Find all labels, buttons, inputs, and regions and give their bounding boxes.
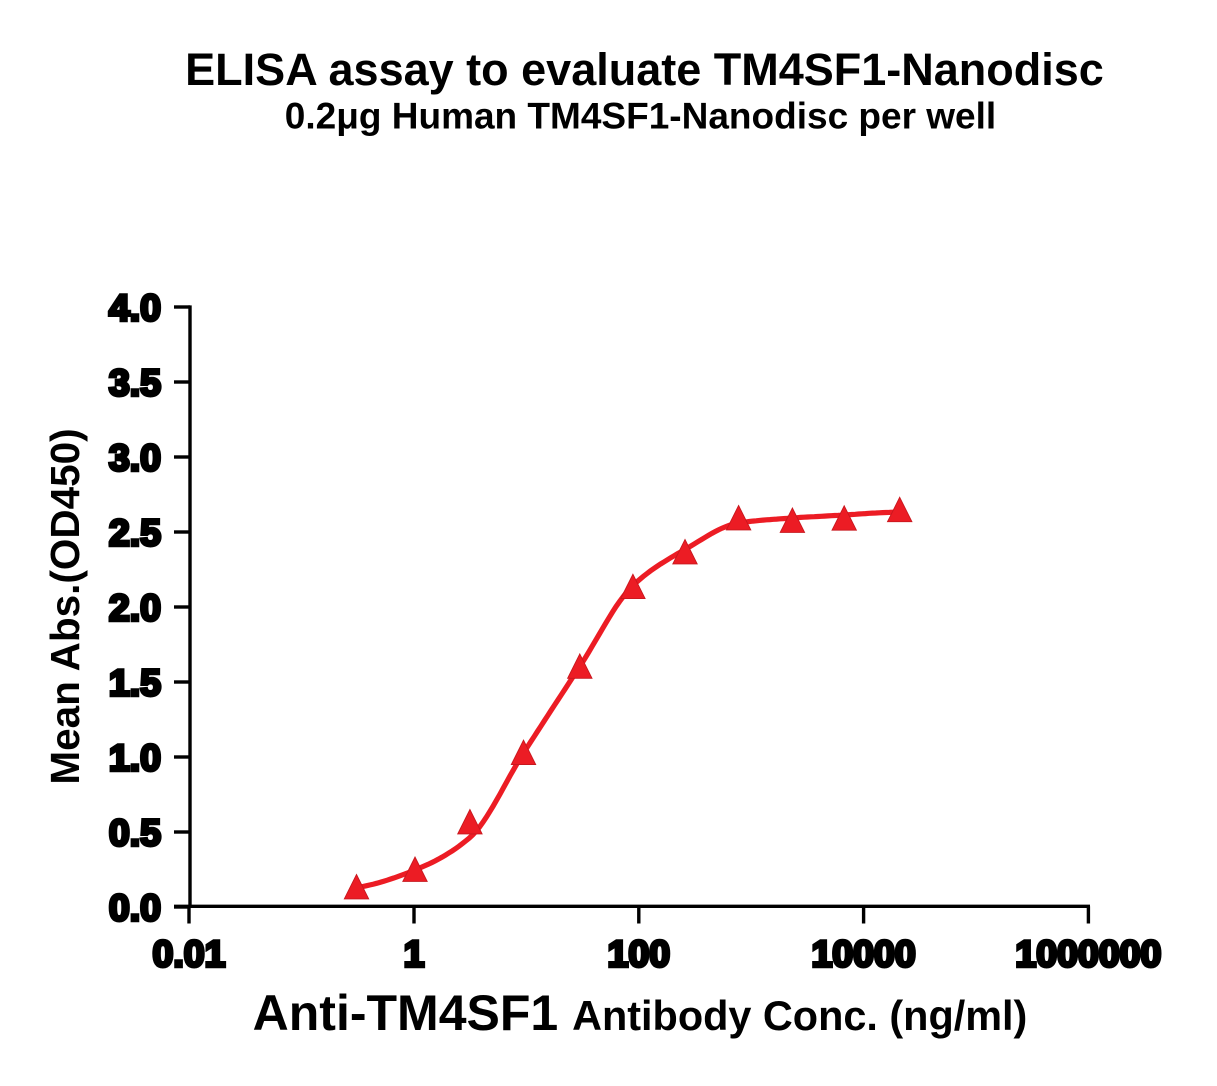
svg-text:Mean Abs.(OD450): Mean Abs.(OD450) bbox=[42, 428, 88, 784]
svg-text:0.5: 0.5 bbox=[109, 812, 161, 854]
svg-text:1000000: 1000000 bbox=[1015, 933, 1161, 975]
svg-text:0.0: 0.0 bbox=[109, 887, 161, 929]
svg-text:10000: 10000 bbox=[811, 933, 915, 975]
svg-text:3.5: 3.5 bbox=[109, 362, 161, 404]
svg-text:0.01: 0.01 bbox=[153, 933, 226, 975]
svg-text:Anti-TM4SF1 Antibody Conc. (ng: Anti-TM4SF1 Antibody Conc. (ng/ml) bbox=[253, 985, 1028, 1041]
svg-text:0.2μg Human TM4SF1-Nanodisc pe: 0.2μg Human TM4SF1-Nanodisc per well bbox=[285, 96, 996, 137]
svg-text:2.0: 2.0 bbox=[109, 587, 161, 629]
svg-text:4.0: 4.0 bbox=[109, 287, 161, 329]
svg-text:1.5: 1.5 bbox=[109, 662, 161, 704]
svg-text:1.0: 1.0 bbox=[109, 737, 161, 779]
svg-text:2.5: 2.5 bbox=[109, 512, 161, 554]
svg-text:ELISA assay to evaluate TM4SF1: ELISA assay to evaluate TM4SF1-Nanodisc bbox=[185, 44, 1104, 95]
svg-text:3.0: 3.0 bbox=[109, 437, 161, 479]
svg-text:1: 1 bbox=[404, 933, 425, 975]
svg-text:100: 100 bbox=[608, 933, 671, 975]
